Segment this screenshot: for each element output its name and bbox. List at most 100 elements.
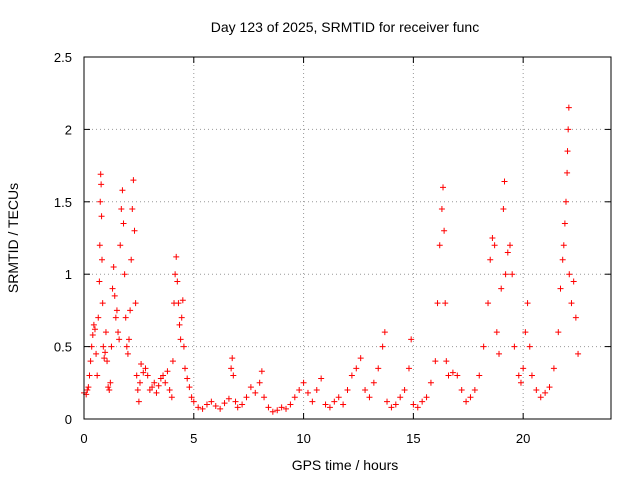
data-point xyxy=(217,405,224,412)
data-point xyxy=(115,329,122,336)
data-point xyxy=(85,384,92,391)
data-point xyxy=(89,332,96,339)
data-point xyxy=(557,285,564,292)
data-point xyxy=(95,314,102,321)
data-point xyxy=(511,343,518,350)
data-point xyxy=(496,350,503,357)
data-point xyxy=(463,398,470,405)
data-point xyxy=(225,395,232,402)
data-point xyxy=(128,256,135,263)
data-point xyxy=(138,360,145,367)
data-point xyxy=(93,350,100,357)
data-point xyxy=(283,405,290,412)
data-point xyxy=(135,398,142,405)
data-point xyxy=(318,375,325,382)
data-point xyxy=(278,404,285,411)
data-point xyxy=(520,365,527,372)
data-point xyxy=(480,343,487,350)
y-tick-label: 0 xyxy=(65,412,72,427)
data-point xyxy=(291,394,298,401)
data-point xyxy=(110,263,117,270)
data-point xyxy=(491,242,498,249)
data-point xyxy=(166,387,173,394)
data-point xyxy=(566,271,573,278)
data-point xyxy=(443,358,450,365)
data-point xyxy=(515,372,522,379)
data-point xyxy=(564,148,571,155)
data-point xyxy=(366,394,373,401)
data-point xyxy=(91,326,98,333)
data-point xyxy=(94,372,101,379)
data-point xyxy=(252,389,259,396)
data-point xyxy=(122,314,129,321)
data-point xyxy=(175,300,182,307)
data-point xyxy=(427,379,434,386)
data-point xyxy=(296,387,303,394)
data-point xyxy=(96,242,103,249)
data-point xyxy=(542,389,549,396)
data-point xyxy=(243,394,250,401)
data-point xyxy=(419,398,426,405)
data-point xyxy=(568,300,575,307)
data-point xyxy=(449,369,456,376)
data-point xyxy=(228,365,235,372)
data-point xyxy=(555,329,562,336)
data-point xyxy=(434,300,441,307)
data-point xyxy=(99,256,106,263)
data-point xyxy=(546,384,553,391)
data-point xyxy=(454,372,461,379)
data-point xyxy=(572,314,579,321)
data-point xyxy=(140,369,147,376)
data-point xyxy=(182,365,189,372)
data-point xyxy=(101,355,108,362)
data-point xyxy=(117,242,124,249)
data-point xyxy=(432,358,439,365)
data-point xyxy=(401,387,408,394)
data-point xyxy=(565,126,572,133)
data-point xyxy=(565,104,572,111)
data-point xyxy=(149,384,156,391)
data-point xyxy=(176,321,183,328)
data-point xyxy=(239,401,246,408)
data-point xyxy=(375,365,382,372)
data-point xyxy=(274,407,281,414)
data-point xyxy=(97,171,104,178)
data-point xyxy=(102,329,109,336)
data-point xyxy=(247,384,254,391)
x-axis-label: GPS time / hours xyxy=(292,457,399,473)
data-point xyxy=(96,278,103,285)
data-point xyxy=(127,307,134,314)
data-point xyxy=(121,271,128,278)
y-axis-label: SRMTID / TECUs xyxy=(5,183,21,293)
data-point xyxy=(151,379,158,386)
data-point xyxy=(123,343,130,350)
data-point xyxy=(153,389,160,396)
data-point xyxy=(131,227,138,234)
data-point xyxy=(381,329,388,336)
data-point xyxy=(142,365,149,372)
data-point xyxy=(304,389,311,396)
data-point xyxy=(109,285,116,292)
data-point xyxy=(208,398,215,405)
data-point xyxy=(502,271,509,278)
x-tick-label: 15 xyxy=(406,431,420,446)
data-point xyxy=(405,365,412,372)
data-point xyxy=(550,365,557,372)
data-point xyxy=(287,401,294,408)
data-points xyxy=(81,104,582,415)
data-point xyxy=(487,256,494,263)
plot-frame xyxy=(83,56,612,420)
data-point xyxy=(559,256,566,263)
data-point xyxy=(84,387,91,394)
data-point xyxy=(102,349,109,356)
data-point xyxy=(118,206,125,213)
data-point xyxy=(575,350,582,357)
data-point xyxy=(353,365,360,372)
data-point xyxy=(357,355,364,362)
data-point xyxy=(179,297,186,304)
data-point xyxy=(111,292,118,299)
data-point xyxy=(493,329,500,336)
data-point xyxy=(190,398,197,405)
